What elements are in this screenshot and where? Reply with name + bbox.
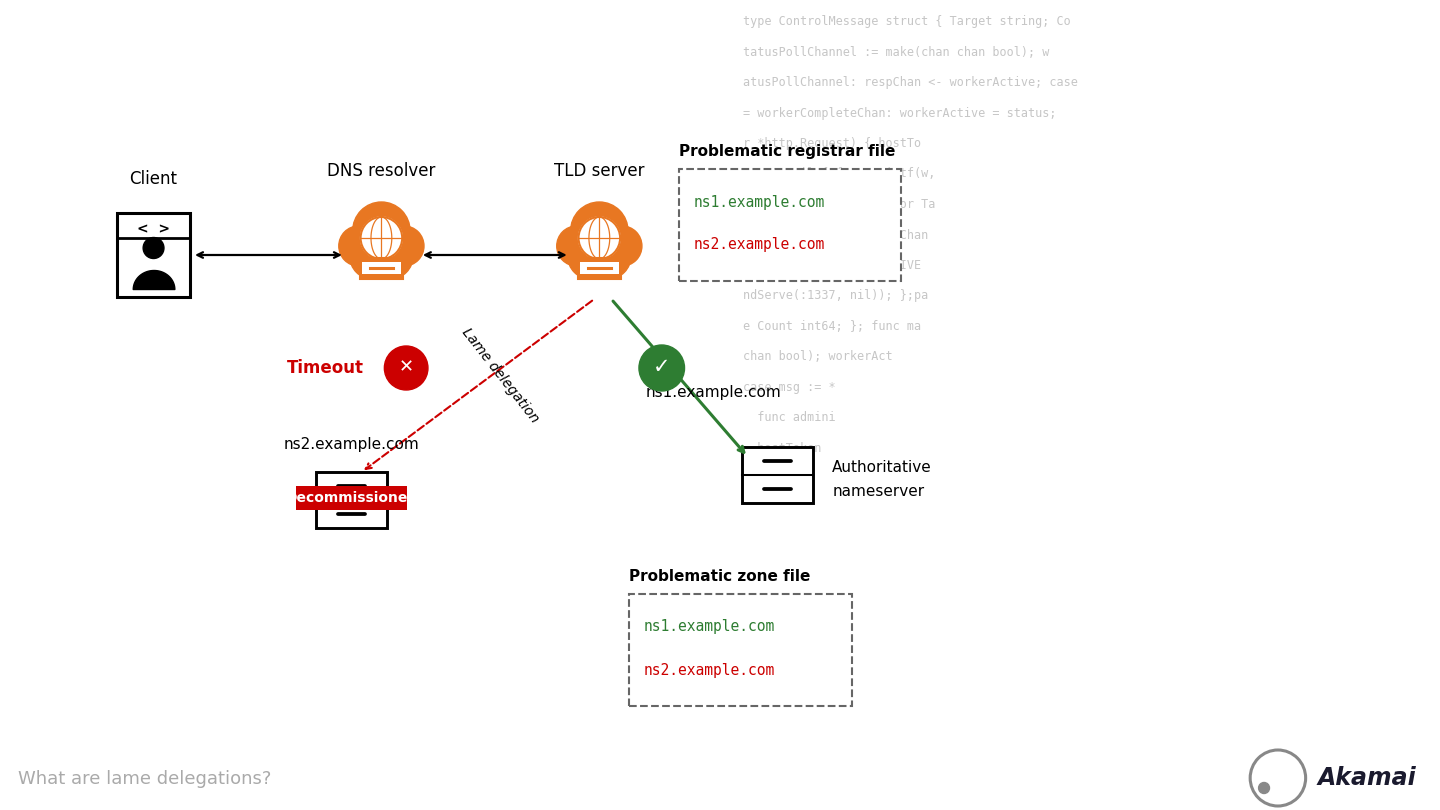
- Text: ntrol message issued for Ta: ntrol message issued for Ta: [743, 198, 936, 211]
- Circle shape: [579, 217, 621, 259]
- Text: DNS resolver: DNS resolver: [327, 162, 435, 180]
- Text: ns1.example.com: ns1.example.com: [694, 194, 825, 210]
- Circle shape: [367, 233, 413, 279]
- Text: Problematic registrar file: Problematic registrar file: [678, 144, 894, 159]
- Text: type ControlMessage struct { Target string; Co: type ControlMessage struct { Target stri…: [743, 15, 1071, 28]
- Text: Timeout: Timeout: [287, 359, 363, 377]
- Circle shape: [338, 226, 379, 266]
- Text: chan bool); workerAct: chan bool); workerAct: [743, 351, 893, 364]
- Bar: [315, 472, 387, 528]
- Text: Problematic zone file: Problematic zone file: [629, 569, 811, 584]
- Text: case msg := *: case msg := *: [743, 381, 835, 394]
- Circle shape: [567, 233, 613, 279]
- Text: ns2.example.com: ns2.example.com: [694, 237, 825, 253]
- Circle shape: [360, 217, 402, 259]
- Text: <  >: < >: [137, 222, 170, 236]
- Circle shape: [143, 237, 164, 258]
- Bar: [117, 213, 190, 297]
- Circle shape: [586, 233, 631, 279]
- Text: ns2.example.com: ns2.example.com: [644, 663, 775, 677]
- Text: Lame delegation: Lame delegation: [458, 326, 541, 425]
- Text: arr != nil { fmt.Fprintf(w,: arr != nil { fmt.Fprintf(w,: [743, 168, 936, 181]
- Circle shape: [639, 345, 684, 391]
- Text: ns1.example.com: ns1.example.com: [645, 385, 780, 399]
- Text: What are lame delegations?: What are lame delegations?: [17, 770, 271, 788]
- Text: ✓: ✓: [652, 357, 671, 377]
- Bar: [629, 594, 852, 706]
- Text: ni { fmt.Fprint(w, ACTIVE: ni { fmt.Fprint(w, ACTIVE: [743, 259, 922, 272]
- Bar: [678, 169, 901, 281]
- Text: Client: Client: [130, 170, 177, 188]
- Circle shape: [384, 226, 423, 266]
- Text: intf(r: intf(r: [743, 472, 801, 485]
- Bar: [577, 258, 621, 279]
- Bar: [742, 447, 814, 503]
- Text: nameserver: nameserver: [832, 484, 924, 500]
- Text: = workerCompleteChan: workerActive = status;: = workerCompleteChan: workerActive = sta…: [743, 106, 1057, 120]
- Text: Akamai: Akamai: [1318, 766, 1417, 790]
- Bar: [297, 485, 408, 509]
- Circle shape: [1259, 782, 1270, 794]
- Circle shape: [384, 346, 428, 390]
- Circle shape: [570, 202, 628, 260]
- Circle shape: [557, 226, 596, 266]
- Text: ndServe(:1337, nil)); };pa: ndServe(:1337, nil)); };pa: [743, 289, 929, 302]
- Text: tatusPollChannel := make(chan chan bool); w: tatusPollChannel := make(chan chan bool)…: [743, 45, 1050, 58]
- Text: TLD server: TLD server: [554, 162, 645, 180]
- Text: ✕: ✕: [399, 358, 413, 376]
- Text: hostToken: hostToken: [743, 442, 821, 455]
- Text: r *http.Request) { reqChan: r *http.Request) { reqChan: [743, 228, 929, 241]
- Text: ns1.example.com: ns1.example.com: [644, 620, 775, 634]
- Circle shape: [602, 226, 642, 266]
- Text: e Count int64; }; func ma: e Count int64; }; func ma: [743, 320, 922, 333]
- Text: func admini: func admini: [743, 411, 835, 424]
- Text: atusPollChannel: respChan <- workerActive; case: atusPollChannel: respChan <- workerActiv…: [743, 76, 1079, 89]
- Text: r *http.Request) { hostTo: r *http.Request) { hostTo: [743, 137, 922, 150]
- Bar: [360, 258, 403, 279]
- Text: Authoritative: Authoritative: [832, 459, 932, 475]
- Circle shape: [353, 202, 410, 260]
- Bar: [363, 262, 400, 274]
- Bar: [580, 262, 619, 274]
- Text: ns2.example.com: ns2.example.com: [284, 437, 419, 453]
- Circle shape: [350, 233, 395, 279]
- Text: Decommissioned: Decommissioned: [285, 491, 418, 505]
